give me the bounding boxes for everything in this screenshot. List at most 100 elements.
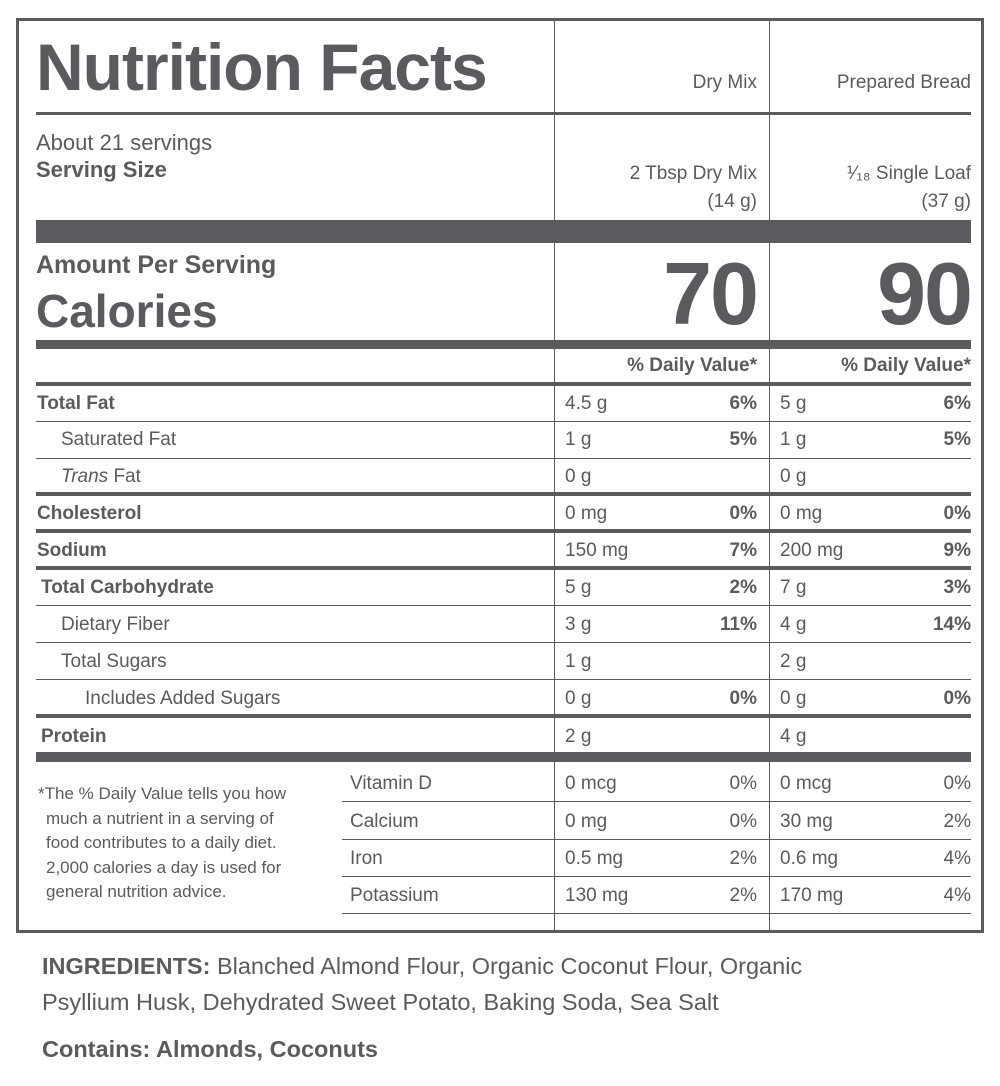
nutrient-daily-value: 0%: [729, 688, 757, 709]
ingredients-line-2: Psyllium Husk, Dehydrated Sweet Potato, …: [42, 989, 719, 1015]
contains-statement: Contains: Almonds, Coconuts: [42, 1036, 378, 1063]
column-divider-2: [769, 21, 770, 930]
vitamin-daily-value: 2%: [943, 811, 971, 832]
nutrient-name: Total Fat: [37, 393, 115, 415]
nutrient-daily-value: 5%: [943, 429, 971, 450]
nutrient-name: Total Carbohydrate: [41, 577, 214, 599]
row-divider: [36, 529, 971, 533]
thick-bar-bottom: [36, 752, 971, 762]
vitamin-name: Calcium: [350, 811, 419, 832]
nutrient-amount: 150 mg: [565, 540, 629, 561]
ingredients-label: INGREDIENTS:: [42, 953, 211, 979]
ingredients: INGREDIENTS: Blanched Almond Flour, Orga…: [42, 948, 802, 1020]
nutrient-name: Cholesterol: [37, 503, 142, 525]
nutrient-daily-value: 9%: [943, 540, 971, 561]
nutrient-name-text: Fat: [108, 466, 141, 487]
nutrient-daily-value: 7%: [729, 540, 757, 561]
column-header-prepared-bread: Prepared Bread: [836, 72, 971, 93]
daily-value-footnote: *The % Daily Value tells you how much a …: [38, 782, 286, 905]
nutrient-amount: 0 mg: [780, 503, 823, 524]
footnote-line: general nutrition advice.: [46, 882, 227, 901]
nutrient-name-text: Total Sugars: [61, 651, 167, 672]
nutrient-amount: 200 mg: [780, 540, 844, 561]
nutrient-name-text: Dietary Fiber: [61, 614, 170, 635]
column-divider-1: [554, 21, 555, 930]
footnote-line: much a nutrient in a serving of: [46, 808, 274, 828]
nutrient-name-text: Total Fat: [37, 393, 115, 414]
nutrient-daily-value: 3%: [943, 577, 971, 598]
nutrient-daily-value: 14%: [932, 614, 971, 635]
thick-bar-top: [36, 220, 971, 243]
calories-dry-mix: 70: [663, 244, 759, 343]
nutrient-amount: 0 g: [780, 466, 807, 487]
vitamin-daily-value: 0%: [729, 811, 757, 832]
nutrient-daily-value: 0%: [943, 503, 971, 524]
nutrient-name: Total Sugars: [61, 651, 167, 673]
contains-value: Almonds, Coconuts: [156, 1036, 378, 1062]
vitamin-amount: 30 mg: [780, 811, 833, 832]
calories-label: Calories: [36, 285, 218, 337]
footnote-line: 2,000 calories a day is used for: [46, 857, 282, 877]
nutrient-daily-value: 6%: [729, 393, 757, 414]
nutrient-amount: 2 g: [780, 651, 807, 672]
vitamin-daily-value: 2%: [729, 848, 757, 869]
servings-per-container: About 21 servings: [36, 130, 213, 155]
vitamin-name: Vitamin D: [350, 773, 433, 794]
row-divider: [36, 492, 971, 496]
nutrient-name: Sodium: [37, 540, 107, 562]
nutrient-name-text: Protein: [41, 726, 107, 747]
row-divider: [36, 566, 971, 570]
ingredients-line-1: Blanched Almond Flour, Organic Coconut F…: [216, 953, 803, 979]
nutrient-daily-value: 6%: [943, 393, 971, 414]
row-divider: [36, 458, 971, 459]
nutrient-name-text: Includes Added Sugars: [85, 688, 281, 709]
vitamin-daily-value: 4%: [943, 885, 971, 906]
vitamin-row-divider: [342, 913, 971, 914]
nutrient-name: Includes Added Sugars: [85, 688, 280, 710]
nutrient-daily-value: 0%: [729, 503, 757, 524]
nutrient-name: Saturated Fat: [61, 429, 176, 451]
vitamin-amount: 0 mcg: [565, 773, 617, 794]
nutrient-name-text: Saturated Fat: [61, 429, 177, 450]
vitamin-daily-value: 0%: [943, 773, 971, 794]
label-border: [16, 18, 984, 933]
vitamin-row-divider: [342, 876, 971, 877]
serving-size-dry-mix: 2 Tbsp Dry Mix (14 g): [560, 160, 757, 216]
vitamin-amount: 0.6 mg: [780, 848, 839, 869]
nutrient-amount: 5 g: [780, 393, 807, 414]
row-divider: [36, 605, 971, 606]
serving-size-prepared-line2: (37 g): [921, 191, 971, 212]
row-divider: [36, 714, 971, 718]
footnote-line: food contributes to a daily diet.: [46, 833, 277, 852]
footnote-line: *The % Daily Value tells you how: [38, 784, 287, 803]
nutrient-name-italic: Trans: [61, 466, 109, 487]
nutrient-amount: 0 g: [565, 688, 592, 709]
serving-size-label: Serving Size: [36, 157, 167, 182]
dv-header-dry-mix: % Daily Value*: [627, 355, 757, 376]
nutrient-name-text: Total Carbohydrate: [41, 577, 214, 598]
nutrient-amount: 1 g: [565, 429, 592, 450]
nutrient-amount: 7 g: [780, 577, 807, 598]
serving-size-dry-mix-line1: 2 Tbsp Dry Mix: [629, 163, 757, 184]
nutrient-daily-value: 5%: [729, 429, 757, 450]
vitamin-amount: 0 mg: [565, 811, 608, 832]
nutrient-name: Trans Fat: [61, 466, 141, 488]
vitamin-amount: 130 mg: [565, 885, 629, 906]
nutrient-name-text: Sodium: [37, 540, 107, 561]
nutrient-name: Dietary Fiber: [61, 614, 170, 636]
nutrient-amount: 0 g: [780, 688, 807, 709]
vitamin-name: Iron: [350, 848, 383, 869]
vitamin-name: Potassium: [350, 885, 439, 906]
nutrient-amount: 3 g: [565, 614, 592, 635]
nutrient-daily-value: 0%: [943, 688, 971, 709]
serving-size-prepared: ¹⁄₁₈ Single Loaf (37 g): [775, 160, 971, 216]
vitamin-amount: 0.5 mg: [565, 848, 624, 869]
calories-prepared: 90: [877, 244, 973, 343]
vitamin-daily-value: 2%: [729, 885, 757, 906]
calories-divider: [36, 340, 971, 349]
nutrient-amount: 4.5 g: [565, 393, 608, 414]
nutrient-amount: 0 mg: [565, 503, 608, 524]
serving-size-dry-mix-line2: (14 g): [707, 191, 757, 212]
amount-per-serving: Amount Per Serving: [36, 251, 277, 279]
